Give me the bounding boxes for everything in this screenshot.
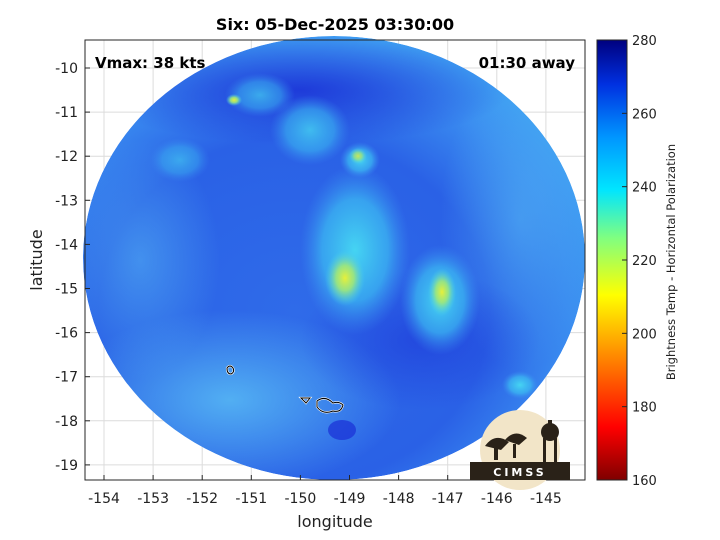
colorbar-tick-label: 280 xyxy=(632,34,657,49)
y-tick-label: -11 xyxy=(55,105,78,121)
y-tick-label: -18 xyxy=(55,414,78,430)
x-tick-label: -148 xyxy=(383,491,415,507)
x-tick-label: -151 xyxy=(235,491,267,507)
colorbar-tick-label: 260 xyxy=(632,107,657,122)
chart-title: Six: 05-Dec-2025 03:30:00 xyxy=(216,15,454,34)
x-tick-label: -150 xyxy=(285,491,317,507)
y-tick-label: -13 xyxy=(55,193,78,209)
x-axis-ticks: -154 -153 -152 -151 -150 -149 -148 -147 -146 -145 xyxy=(88,475,562,507)
colorbar-tick-label: 240 xyxy=(632,181,657,196)
y-axis-ticks: -10 -11 -12 -13 -14 -15 -16 -17 -18 -19 xyxy=(55,61,90,474)
x-tick-label: -153 xyxy=(137,491,169,507)
logo-text: CIMSS xyxy=(493,466,546,479)
colorbar-ticks: 280 260 240 220 200 180 160 xyxy=(622,34,657,489)
plot-frame xyxy=(84,39,586,481)
x-tick-label: -145 xyxy=(530,491,562,507)
x-tick-label: -152 xyxy=(186,491,218,507)
colorbar-label: Brightness Temp - Horizontal Polarizatio… xyxy=(664,144,678,380)
y-tick-label: -15 xyxy=(55,282,78,298)
y-tick-label: -10 xyxy=(55,61,78,77)
cimss-logo: CIMSS xyxy=(470,410,570,490)
y-tick-label: -14 xyxy=(55,237,78,253)
x-tick-label: -154 xyxy=(88,491,120,507)
y-tick-label: -17 xyxy=(55,370,78,386)
colorbar-tick-label: 180 xyxy=(632,401,657,416)
x-tick-label: -149 xyxy=(334,491,366,507)
x-tick-label: -147 xyxy=(432,491,464,507)
colorbar-tick-label: 200 xyxy=(632,327,657,342)
time-offset-label: 01:30 away xyxy=(479,54,576,72)
colorbar-tick-label: 220 xyxy=(632,254,657,269)
y-tick-label: -19 xyxy=(55,458,78,474)
x-axis-label: longitude xyxy=(297,512,372,531)
y-axis-label: latitude xyxy=(27,229,46,290)
y-tick-label: -12 xyxy=(55,149,78,165)
colorbar-tick-label: 160 xyxy=(632,474,657,489)
y-tick-label: -16 xyxy=(55,326,78,342)
vmax-label: Vmax: 38 kts xyxy=(95,54,205,72)
x-tick-label: -146 xyxy=(481,491,513,507)
